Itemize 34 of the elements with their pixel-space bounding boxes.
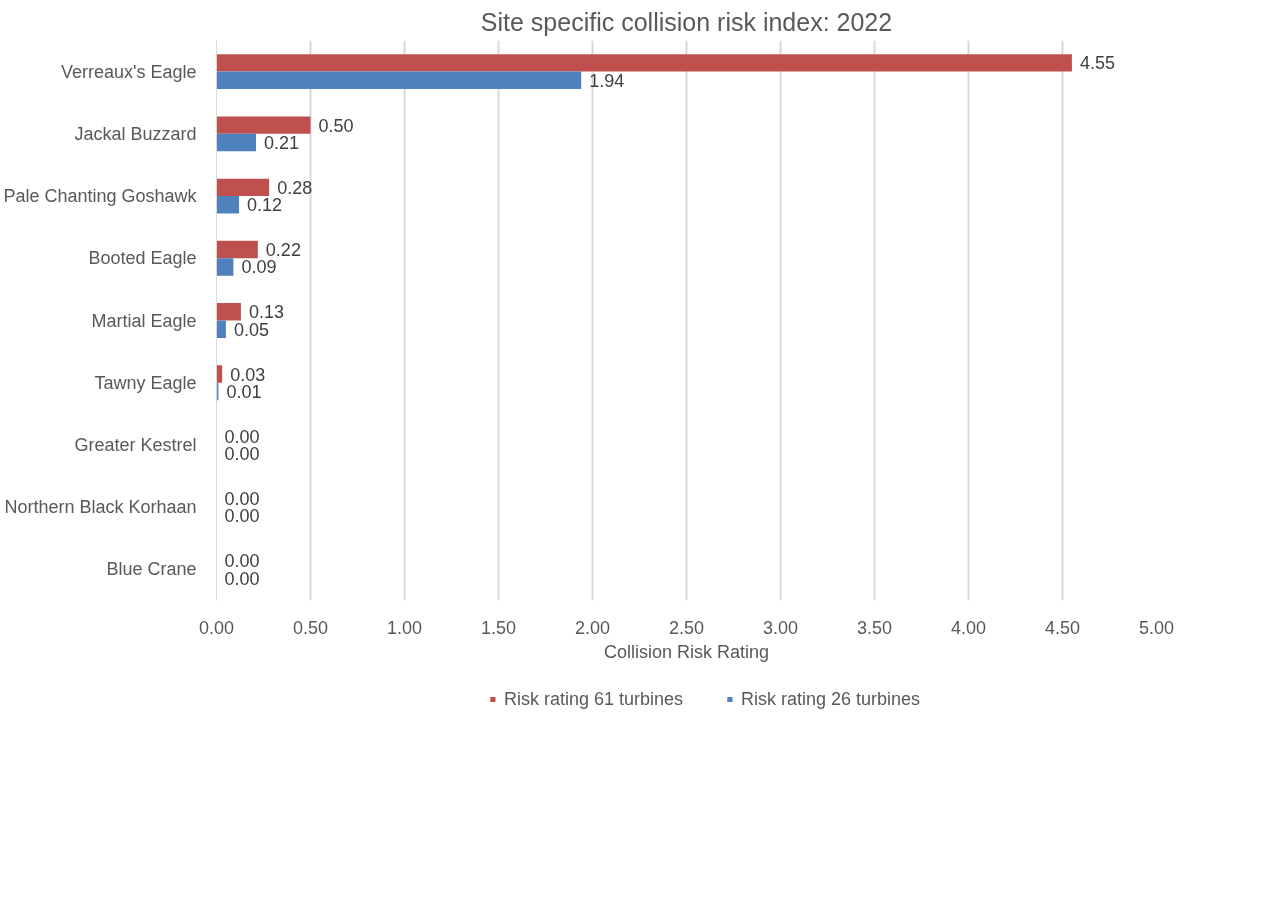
x-tick-label: 2.00 (574, 617, 611, 638)
y-tick-label: Booted Eagle (88, 248, 197, 269)
data-label: 0.21 (263, 133, 300, 154)
data-label: 0.00 (224, 426, 260, 447)
data-label: 0.12 (247, 195, 283, 216)
y-tick-label: Verreaux's Eagle (60, 61, 197, 82)
x-tick-label: 1.50 (480, 617, 517, 638)
y-tick-label: Northern Black Korhaan (4, 497, 197, 518)
data-label: 4.55 (1079, 53, 1115, 74)
x-tick-label: 3.00 (762, 617, 799, 638)
data-label: 0.00 (224, 506, 260, 527)
x-tick-label: 2.50 (668, 617, 705, 638)
data-label: 0.50 (318, 115, 354, 136)
y-tick-label: Pale Chanting Goshawk (3, 186, 198, 207)
y-tick-label: Greater Kestrel (74, 434, 197, 455)
legend-label: Risk rating 26 turbines (741, 688, 921, 710)
y-tick-label: Blue Crane (106, 559, 197, 580)
y-tick-label: Jackal Buzzard (74, 123, 197, 144)
x-tick-label: 0.00 (198, 617, 235, 638)
x-tick-label: 4.00 (950, 617, 987, 638)
data-label: 1.94 (589, 70, 625, 91)
y-tick-label: Tawny Eagle (94, 372, 197, 393)
x-tick-label: 4.50 (1044, 617, 1081, 638)
data-label: 0.00 (224, 444, 260, 465)
x-tick-label: 5.00 (1138, 617, 1175, 638)
data-label: 0.00 (224, 488, 260, 509)
x-axis-title: Collision Risk Rating (603, 641, 770, 662)
y-tick-label: Martial Eagle (91, 310, 197, 331)
chart-title: Site specific collision risk index: 2022 (480, 7, 893, 36)
data-label: 0.28 (277, 177, 313, 198)
legend-label: Risk rating 61 turbines (503, 688, 683, 710)
x-tick-label: 3.50 (856, 617, 893, 638)
x-tick-label: 1.00 (386, 617, 423, 638)
x-tick-label: 0.50 (292, 617, 329, 638)
